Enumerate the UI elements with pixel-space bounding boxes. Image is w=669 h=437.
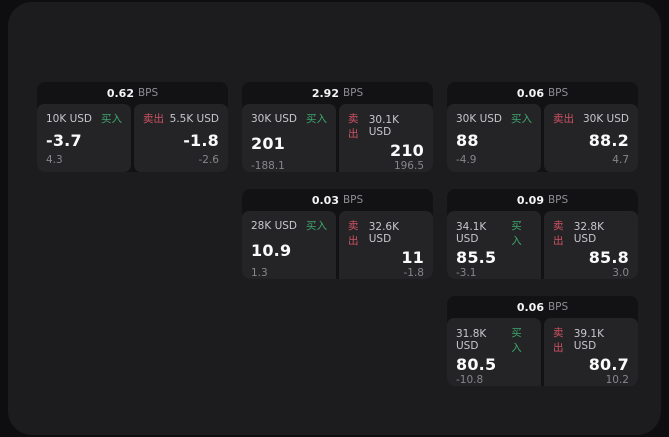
buy-change: -3.1	[456, 267, 477, 279]
bps-value: 2.92	[311, 86, 339, 100]
buy-side-label: 买入	[101, 113, 122, 125]
buy-tile[interactable]: 28K USD 买入 10.9 1.3	[242, 211, 336, 279]
buy-change: 4.3	[46, 154, 63, 166]
sell-amount: 32.8K USD	[573, 221, 604, 245]
buy-side-label: 买入	[306, 113, 327, 125]
buy-change: 1.3	[251, 267, 268, 279]
quote-grid: 0.62 BPS 10K USD 买入 -3.7 4.3 卖出 5.5K USD	[37, 82, 638, 386]
bps-unit-label: BPS	[547, 194, 569, 206]
buy-side-label: 买入	[306, 220, 327, 232]
bps-unit-label: BPS	[547, 87, 569, 99]
buy-tile[interactable]: 30K USD 买入 88 -4.9	[447, 104, 541, 172]
main-panel: 0.62 BPS 10K USD 买入 -3.7 4.3 卖出 5.5K USD	[8, 2, 661, 435]
quote-card-1: 0.62 BPS 10K USD 买入 -3.7 4.3 卖出 5.5K USD	[37, 82, 228, 172]
buy-side-label: 买入	[511, 113, 532, 125]
sell-price: -1.8	[183, 130, 219, 150]
sell-amount: 39.1K USD	[573, 328, 604, 352]
sell-tile[interactable]: 卖出 39.1K USD 80.7 10.2	[544, 318, 638, 386]
buy-amount: 28K USD	[251, 219, 298, 232]
sell-tile[interactable]: 卖出 32.8K USD 85.8 3.0	[544, 211, 638, 279]
buy-side-label: 买入	[511, 327, 522, 354]
sell-amount: 32.6K USD	[368, 221, 399, 245]
bps-header: 2.92 BPS	[242, 82, 433, 104]
quote-card-6: 0.06 BPS 31.8K USD 买入 80.5 -10.8 卖出 39.1…	[447, 296, 638, 386]
quote-card-3: 0.06 BPS 30K USD 买入 88 -4.9 卖出 30K USD	[447, 82, 638, 172]
buy-change: -10.8	[456, 374, 484, 386]
sell-change: 4.7	[612, 154, 629, 166]
buy-price: 80.5	[456, 355, 497, 374]
sell-change: -1.8	[403, 267, 425, 279]
bps-header: 0.06 BPS	[447, 82, 638, 104]
bps-unit-label: BPS	[137, 87, 159, 99]
sell-tile[interactable]: 卖出 30K USD 88.2 4.7	[544, 104, 638, 172]
buy-price: -3.7	[46, 130, 82, 150]
buy-amount: 30K USD	[251, 112, 298, 125]
buy-tile[interactable]: 34.1K USD 买入 85.5 -3.1	[447, 211, 541, 279]
buy-tile[interactable]: 30K USD 买入 201 -188.1	[242, 104, 336, 172]
buy-price: 88	[456, 130, 479, 150]
bps-header: 0.62 BPS	[37, 82, 228, 104]
sell-change: -2.6	[198, 154, 220, 166]
sell-tile[interactable]: 卖出 32.6K USD 11 -1.8	[339, 211, 433, 279]
bps-header: 0.09 BPS	[447, 189, 638, 211]
sell-side-label: 卖出	[143, 113, 164, 125]
sell-tile[interactable]: 卖出 5.5K USD -1.8 -2.6	[134, 104, 228, 172]
sell-price: 210	[390, 141, 424, 160]
sell-price: 80.7	[588, 355, 629, 374]
sell-change: 10.2	[605, 374, 629, 386]
buy-price: 10.9	[251, 240, 292, 260]
bps-header: 0.03 BPS	[242, 189, 433, 211]
bps-value: 0.06	[516, 300, 544, 314]
sell-side-label: 卖出	[348, 113, 359, 140]
sell-price: 11	[401, 248, 424, 267]
quote-card-2: 2.92 BPS 30K USD 买入 201 -188.1 卖出 30.1K …	[242, 82, 433, 172]
bps-value: 0.62	[106, 86, 134, 100]
buy-price: 85.5	[456, 248, 497, 267]
sell-tile[interactable]: 卖出 30.1K USD 210 196.5	[339, 104, 433, 172]
bps-unit-label: BPS	[547, 301, 569, 313]
buy-amount: 31.8K USD	[456, 328, 487, 352]
buy-tile[interactable]: 31.8K USD 买入 80.5 -10.8	[447, 318, 541, 386]
bps-value: 0.03	[311, 193, 339, 207]
buy-side-label: 买入	[511, 220, 522, 247]
quote-card-5: 0.09 BPS 34.1K USD 买入 85.5 -3.1 卖出 32.8K…	[447, 189, 638, 279]
buy-tile[interactable]: 10K USD 买入 -3.7 4.3	[37, 104, 131, 172]
buy-price: 201	[251, 133, 285, 153]
buy-amount: 10K USD	[46, 112, 93, 125]
sell-price: 85.8	[588, 248, 629, 267]
sell-change: 196.5	[393, 160, 424, 172]
bps-header: 0.06 BPS	[447, 296, 638, 318]
buy-amount: 30K USD	[456, 112, 503, 125]
sell-side-label: 卖出	[553, 113, 574, 125]
sell-amount: 30.1K USD	[368, 114, 399, 138]
buy-change: -4.9	[456, 154, 477, 166]
buy-change: -188.1	[251, 160, 285, 172]
sell-side-label: 卖出	[553, 327, 564, 354]
bps-unit-label: BPS	[342, 194, 364, 206]
bps-unit-label: BPS	[342, 87, 364, 99]
sell-amount: 30K USD	[582, 112, 629, 125]
sell-side-label: 卖出	[553, 220, 564, 247]
buy-amount: 34.1K USD	[456, 221, 487, 245]
bps-value: 0.09	[516, 193, 544, 207]
sell-side-label: 卖出	[348, 220, 359, 247]
sell-amount: 5.5K USD	[169, 112, 219, 125]
sell-price: 88.2	[588, 130, 629, 150]
quote-card-4: 0.03 BPS 28K USD 买入 10.9 1.3 卖出 32.6K US…	[242, 189, 433, 279]
sell-change: 3.0	[612, 267, 629, 279]
bps-value: 0.06	[516, 86, 544, 100]
